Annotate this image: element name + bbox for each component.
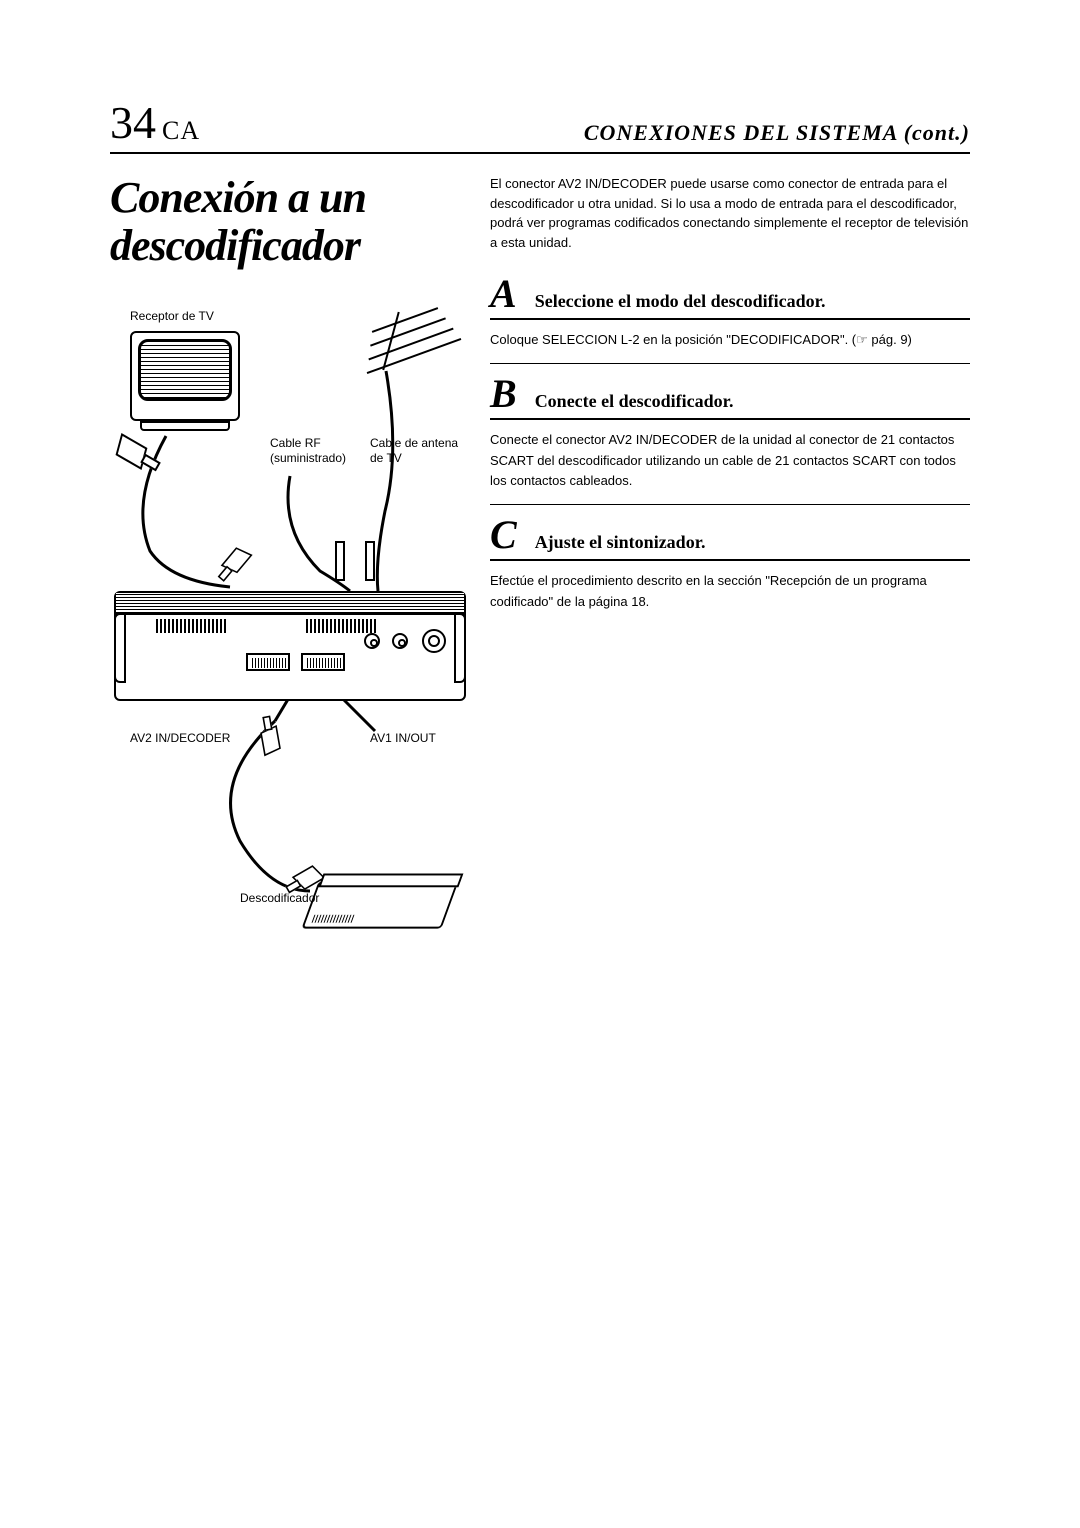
page-number: 34 (110, 100, 156, 146)
connection-diagram: Receptor de TV Cable RF (suministrado) C… (110, 301, 470, 941)
step-c: C Ajuste el sintonizador. Efectúe el pro… (490, 515, 970, 625)
decoder-icon (301, 881, 458, 928)
scart-port-icon (246, 653, 290, 671)
step-a: A Seleccione el modo del descodificador.… (490, 274, 970, 364)
step-letter: B (490, 374, 517, 414)
rf-jack-icon (364, 633, 380, 649)
step-body: Coloque SELECCION L-2 en la posición "DE… (490, 330, 970, 363)
section-title: CONEXIONES DEL SISTEMA (cont.) (584, 120, 970, 146)
av1-label: AV1 IN/OUT (370, 731, 436, 747)
rf-jack-icon (392, 633, 408, 649)
rf-plug-icon (335, 541, 345, 581)
intro-paragraph: El conector AV2 IN/DECODER puede usarse … (490, 174, 970, 252)
page-number-suffix: CA (162, 116, 200, 146)
step-body: Efectúe el procedimiento descrito en la … (490, 571, 970, 625)
step-b: B Conecte el descodificador. Conecte el … (490, 374, 970, 505)
step-title: Conecte el descodificador. (535, 391, 734, 412)
vcr-icon (114, 591, 466, 701)
step-body: Conecte el conector AV2 IN/DECODER de la… (490, 430, 970, 504)
main-title: Conexión a un descodificador (110, 174, 470, 271)
decoder-label: Descodificador (240, 891, 319, 907)
step-title: Ajuste el sintonizador. (535, 532, 706, 553)
av2-label: AV2 IN/DECODER (130, 731, 230, 747)
step-letter: A (490, 274, 517, 314)
rf-plug-icon (365, 541, 375, 581)
scart-port-icon (301, 653, 345, 671)
step-letter: C (490, 515, 517, 555)
page-header: 34 CA CONEXIONES DEL SISTEMA (cont.) (110, 100, 970, 154)
step-title: Seleccione el modo del descodificador. (535, 291, 826, 312)
